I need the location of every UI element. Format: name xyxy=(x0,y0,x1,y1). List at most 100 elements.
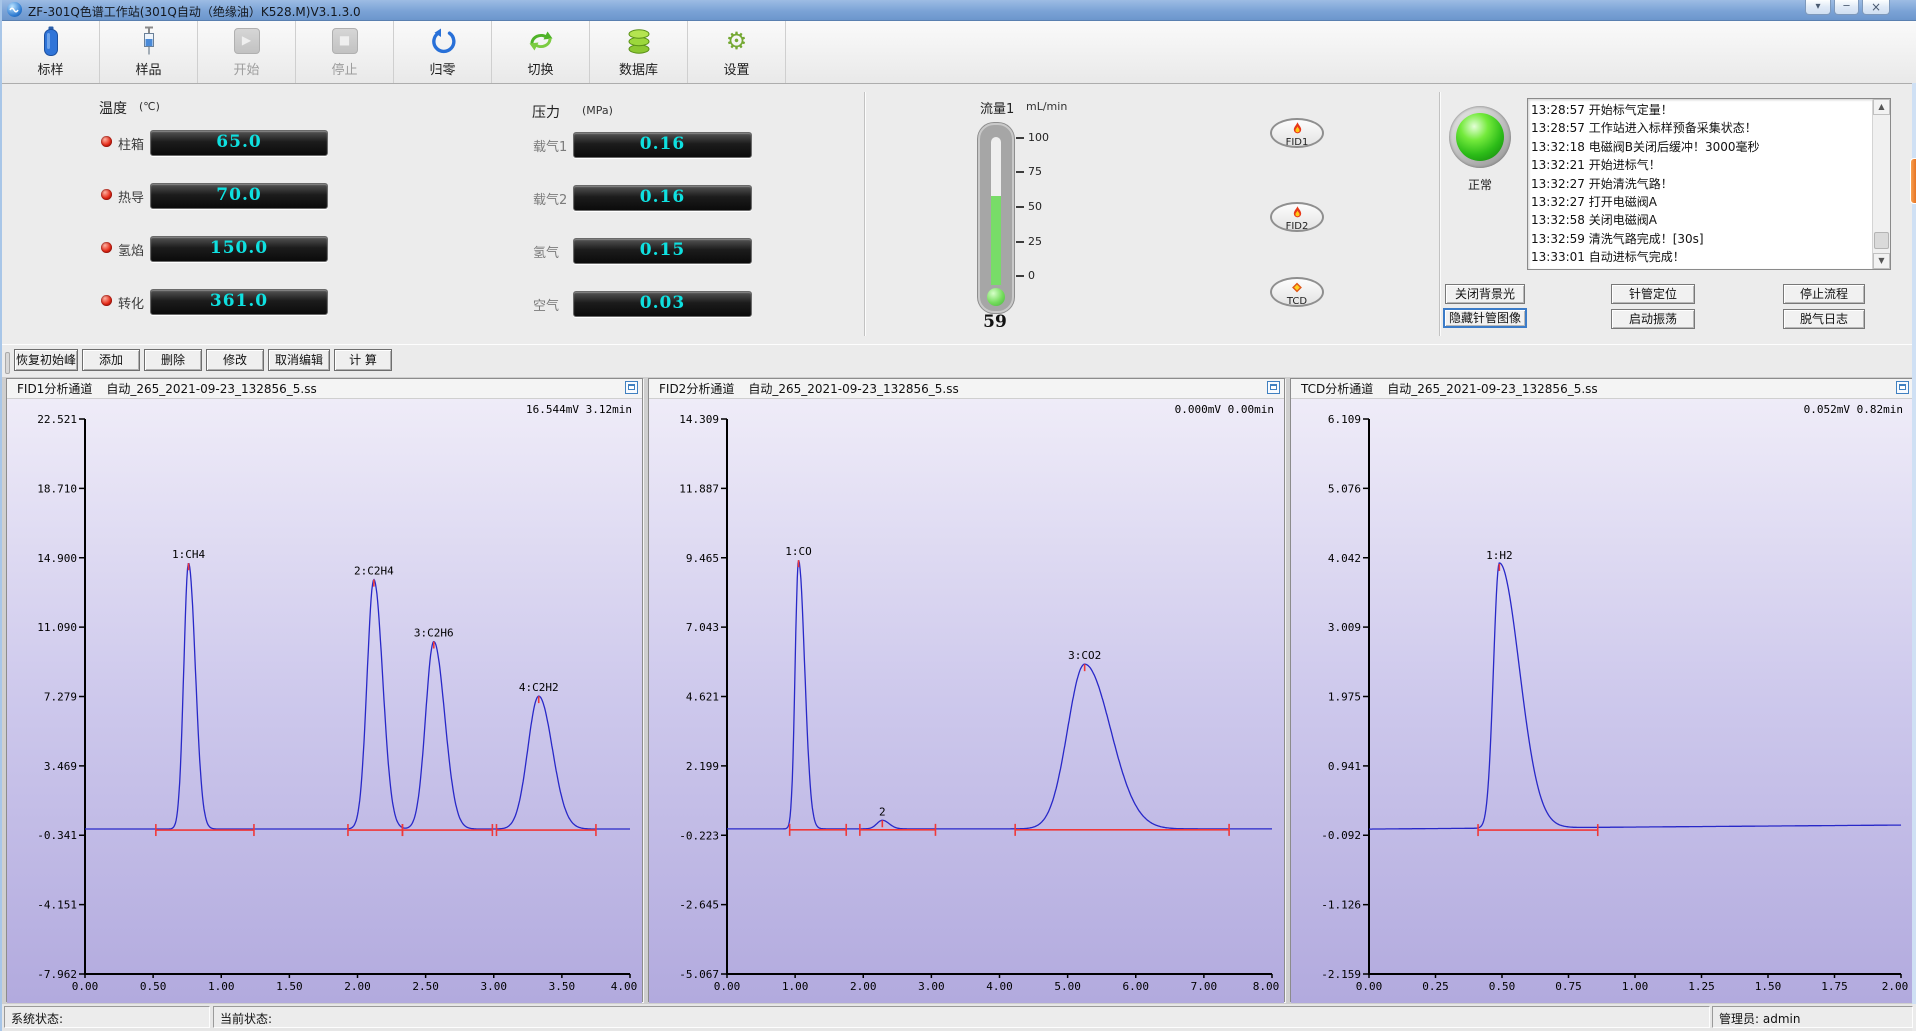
status-bar: 系统状态: 当前状态: 管理员: admin xyxy=(2,1004,1913,1031)
svg-text:0.941: 0.941 xyxy=(1328,760,1361,773)
close-backlight-button[interactable]: 关闭背景光 xyxy=(1445,284,1525,304)
log-line: 13:32:27 开始清洗气路！ xyxy=(1531,176,1673,191)
data-file-name: 自动_265_2021-09-23_132856_5.ss xyxy=(748,382,959,396)
needle-position-button[interactable]: 针管定位 xyxy=(1611,284,1695,304)
scrollbar-thumb[interactable] xyxy=(1874,232,1889,249)
gauge-tick-25: 25 xyxy=(1028,235,1042,248)
pressure-label-carrier1: 载气1 xyxy=(533,140,568,155)
right-edge-strip xyxy=(1912,83,1916,1004)
tcd-button[interactable]: TCD xyxy=(1270,277,1324,307)
scroll-up-icon[interactable]: ▲ xyxy=(1873,99,1890,115)
delete-peak-button[interactable]: 删除 xyxy=(144,349,202,371)
log-scrollbar[interactable]: ▲ ▼ xyxy=(1872,99,1890,269)
settings-button[interactable]: ⚙ 设置 xyxy=(688,21,786,83)
svg-text:4.00: 4.00 xyxy=(986,980,1013,993)
svg-text:9.465: 9.465 xyxy=(686,552,719,565)
temp-label-tcd: 热导 xyxy=(118,191,145,206)
start-button[interactable]: ▶ 开始 xyxy=(198,21,296,83)
title-bar[interactable]: ZF-301Q色谱工作站(301Q自动（绝缘油）K528.M)V3.1.3.0 … xyxy=(2,0,1916,21)
svg-text:2.00: 2.00 xyxy=(1882,980,1909,993)
gauge-empty-track xyxy=(991,137,1001,196)
database-button[interactable]: 数据库 xyxy=(590,21,688,83)
fid2-chromatogram-plot[interactable]: 0.000mV 0.00min 14.309 11.887 9.465 7.043 4.6… xyxy=(649,399,1284,1003)
modify-peak-button[interactable]: 修改 xyxy=(206,349,264,371)
svg-text:-7.962: -7.962 xyxy=(37,968,77,981)
svg-text:0.000mV 0.00min: 0.000mV 0.00min xyxy=(1175,403,1274,416)
svg-text:1:H2: 1:H2 xyxy=(1486,549,1513,562)
gauge-tick-75: 75 xyxy=(1028,165,1042,178)
fid1-ignite-button[interactable]: FID1 xyxy=(1270,118,1324,148)
sample-button[interactable]: 样品 xyxy=(100,21,198,83)
svg-text:4:C2H2: 4:C2H2 xyxy=(519,681,559,694)
svg-text:5.076: 5.076 xyxy=(1328,482,1361,495)
flow-title: 流量1 xyxy=(980,102,1015,117)
event-log[interactable]: 13:28:57 开始标气定量！ 13:28:57 工作站进入标样预备采集状态！… xyxy=(1527,98,1891,270)
instrument-panel: 温度 (℃) 柱箱 65.0 热导 70.0 氢焰 150.0 转化 361.0… xyxy=(2,84,1912,346)
temp-display-fid: 150.0 xyxy=(150,236,328,262)
close-button[interactable]: × xyxy=(1862,0,1890,15)
pressure-display-hydrogen: 0.15 xyxy=(573,238,752,264)
svg-text:16.544mV 3.12min: 16.544mV 3.12min xyxy=(526,403,632,416)
fid2-ignite-button[interactable]: FID2 xyxy=(1270,202,1324,232)
svg-text:0.50: 0.50 xyxy=(1489,980,1516,993)
pressure-label-air: 空气 xyxy=(533,299,560,314)
temp-led-tcd xyxy=(101,189,112,200)
restore-initial-peaks-button[interactable]: 恢复初始峰 xyxy=(14,349,78,371)
maximize-icon[interactable] xyxy=(625,381,638,394)
cancel-edit-button[interactable]: 取消编辑 xyxy=(268,349,330,371)
maximize-icon[interactable] xyxy=(1896,381,1909,394)
pressure-unit: (MPa) xyxy=(582,104,613,117)
pressure-display-carrier2: 0.16 xyxy=(573,185,752,211)
scroll-down-icon[interactable]: ▼ xyxy=(1873,253,1890,269)
stop-button[interactable]: ■ 停止 xyxy=(296,21,394,83)
switch-button[interactable]: 切换 xyxy=(492,21,590,83)
svg-text:1.975: 1.975 xyxy=(1328,691,1361,704)
svg-text:18.710: 18.710 xyxy=(37,482,77,495)
maximize-icon[interactable] xyxy=(1267,381,1280,394)
svg-text:11.887: 11.887 xyxy=(679,482,719,495)
panel-divider-1 xyxy=(864,92,866,336)
svg-text:14.900: 14.900 xyxy=(37,552,77,565)
system-state-label: 正常 xyxy=(1467,178,1492,192)
minimize-button[interactable]: ─ xyxy=(1834,0,1859,15)
toolbar-grip[interactable] xyxy=(5,352,10,374)
stop-process-button[interactable]: 停止流程 xyxy=(1783,284,1865,304)
log-line: 13:32:58 关闭电磁阀A xyxy=(1531,213,1657,228)
pressure-display-air: 0.03 xyxy=(573,291,752,317)
temperature-section-title: 温度 xyxy=(99,101,127,117)
hide-needle-image-button[interactable]: 隐藏针管图像 xyxy=(1443,308,1527,328)
calculate-button[interactable]: 计 算 xyxy=(334,349,392,371)
svg-text:0.00: 0.00 xyxy=(714,980,741,993)
svg-text:-4.151: -4.151 xyxy=(37,899,77,912)
log-line: 13:28:57 开始标气定量！ xyxy=(1531,103,1673,117)
svg-text:3.009: 3.009 xyxy=(1328,621,1361,634)
docked-panel-tab[interactable] xyxy=(1910,158,1916,204)
svg-text:4.042: 4.042 xyxy=(1328,552,1361,565)
menu-window-button[interactable]: ▾ xyxy=(1805,0,1831,15)
svg-text:-2.645: -2.645 xyxy=(679,899,719,912)
degas-log-button[interactable]: 脱气日志 xyxy=(1783,309,1865,329)
svg-text:6.109: 6.109 xyxy=(1328,413,1361,426)
svg-text:3.00: 3.00 xyxy=(918,980,945,993)
svg-text:0.052mV 0.82min: 0.052mV 0.82min xyxy=(1804,403,1903,416)
current-status-field: 当前状态: xyxy=(213,1006,1710,1028)
fid1-chart-panel: FID1分析通道 自动_265_2021-09-23_132856_5.ss 1… xyxy=(6,378,643,1003)
svg-text:8.00: 8.00 xyxy=(1253,980,1280,993)
gauge-bulb xyxy=(987,288,1005,306)
temp-label-converter: 转化 xyxy=(118,297,145,312)
svg-text:3:C2H6: 3:C2H6 xyxy=(414,627,454,640)
svg-text:14.309: 14.309 xyxy=(679,413,719,426)
svg-text:1.75: 1.75 xyxy=(1821,980,1848,993)
fid1-chromatogram-plot[interactable]: 16.544mV 3.12min 22.521 18.710 14.900 11.090… xyxy=(7,399,642,1003)
zero-button[interactable]: 归零 xyxy=(394,21,492,83)
add-peak-button[interactable]: 添加 xyxy=(82,349,140,371)
start-oscillation-button[interactable]: 启动振荡 xyxy=(1611,309,1695,329)
svg-text:1.50: 1.50 xyxy=(1755,980,1782,993)
temperature-unit: (℃) xyxy=(139,100,160,113)
main-toolbar: 标样 样品 ▶ 开始 ■ 停止 归零 切换 数据库 ⚙ 设置 xyxy=(2,21,1916,84)
standard-sample-button[interactable]: 标样 xyxy=(2,21,100,83)
tcd-chromatogram-plot[interactable]: 0.052mV 0.82min 6.109 5.076 4.042 3.009 1.975… xyxy=(1291,399,1913,1003)
log-line: 13:32:59 清洗气路完成！[30s] xyxy=(1531,231,1704,246)
gauge-tick-0: 0 xyxy=(1028,269,1035,282)
